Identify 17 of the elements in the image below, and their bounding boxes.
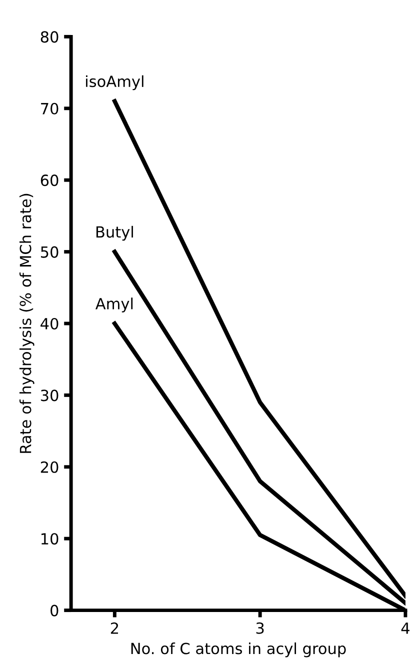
y-tick-label: 20 (40, 461, 58, 473)
series-label: isoAmyl (86, 75, 144, 90)
y-tick-label: 80 (40, 31, 58, 43)
series-label: Amyl (95, 298, 133, 312)
y-tick-label: 60 (40, 174, 58, 186)
y-tick-label: 0 (50, 604, 58, 616)
y-tick-label: 10 (41, 533, 58, 545)
x-axis-title: No. of C atoms in acyl group (131, 642, 346, 658)
series-label: Butyl (96, 226, 133, 241)
y-tick-label: 70 (41, 102, 58, 114)
y-tick-label: 40 (40, 318, 58, 330)
y-tick-label: 50 (40, 246, 58, 258)
x-tick-label: 2 (110, 622, 118, 634)
y-axis-title: Rate of hydrolysis (% of MCh rate) (19, 194, 34, 453)
y-tick-label: 30 (40, 390, 58, 402)
x-tick-label: 4 (401, 622, 410, 634)
x-tick-label: 3 (256, 622, 264, 634)
